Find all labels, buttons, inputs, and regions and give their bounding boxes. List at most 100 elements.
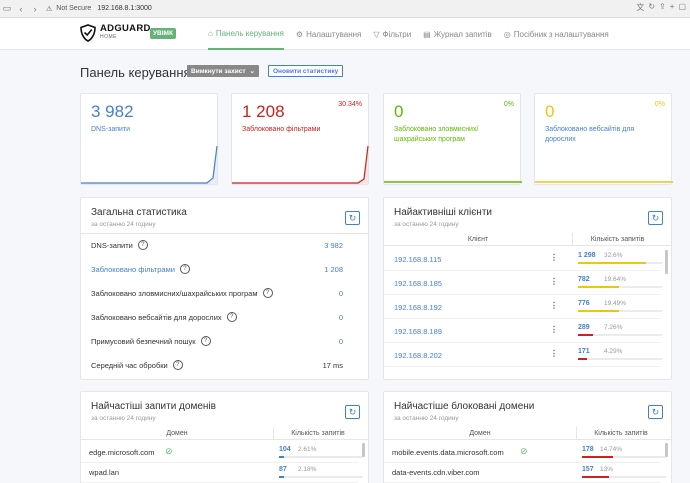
forward-icon[interactable]: › — [33, 3, 37, 14]
table-row: mobile.events.data.microsoft.com ⊘ 178 1… — [384, 443, 666, 463]
stat-value: 0 — [394, 102, 404, 121]
warning-icon: ⚠ — [46, 5, 53, 13]
sparkline-chart — [535, 181, 673, 183]
panel-subtitle: за останню 24 годину — [394, 415, 459, 422]
top-blocked-domains-panel: Найчастіше блоковані домени за останню 2… — [383, 391, 672, 483]
scrollbar[interactable] — [665, 250, 668, 274]
progress-bar — [578, 262, 647, 264]
request-count: 87 — [279, 466, 287, 473]
column-header-domain[interactable]: Домен — [166, 430, 188, 437]
table-row: 192.168.8.202 ⋮ 171 4.29% — [384, 343, 662, 367]
stat-row: Заблоковано зловмисних/шахрайських прогр… — [91, 281, 358, 305]
page-title: Панель керування — [80, 65, 191, 80]
sparkline-chart — [81, 145, 218, 184]
sidebar-toggle-icon[interactable]: ▭ — [2, 3, 12, 13]
client-ip-link[interactable]: 192.168.8.189 — [394, 327, 442, 336]
request-count: 171 — [578, 348, 590, 355]
domain-name: mobile.events.data.microsoft.com — [392, 448, 504, 457]
tab-filters-label: Фільтри — [382, 29, 412, 39]
column-header-count[interactable]: Кількість запитів — [594, 430, 648, 437]
tab-query-log[interactable]: ▤ Журнал запитів — [423, 18, 492, 50]
logo[interactable]: ADGUARD HOME — [80, 24, 151, 42]
general-stats-panel: Загальна статистика за останню 24 годину… — [80, 197, 369, 380]
add-tab-icon[interactable]: + — [669, 2, 675, 11]
browser-toolbar: 文 ↻ ⇪ + ▢ — [636, 2, 686, 13]
help-icon[interactable]: ? — [137, 240, 148, 250]
progress-bar — [578, 334, 594, 336]
url-text: 192.168.8.1:3000 — [97, 5, 152, 12]
client-ip-link[interactable]: 192.168.8.115 — [394, 255, 442, 264]
request-percent: 19.49% — [604, 300, 627, 307]
column-header-count[interactable]: Кількість запитів — [291, 430, 345, 437]
divider — [81, 233, 368, 234]
help-icon[interactable]: ? — [226, 312, 237, 322]
client-ip-link[interactable]: 192.168.8.202 — [394, 351, 442, 360]
browser-bar: ▭ ‹ › ⚠ Not Secure 192.168.8.1:3000 文 ↻ … — [0, 0, 690, 18]
tabs-overview-icon[interactable]: ▢ — [678, 2, 686, 11]
refresh-button[interactable]: ↻ — [345, 405, 360, 419]
refresh-icon[interactable]: ↻ — [648, 2, 656, 11]
column-header-client[interactable]: Клієнт — [467, 236, 489, 243]
request-percent: 7.26% — [604, 324, 623, 331]
table-row: 192.168.8.185 ⋮ 782 19.64% — [384, 271, 662, 295]
help-icon[interactable]: ? — [200, 336, 211, 346]
stat-percent: 0% — [654, 101, 665, 108]
back-icon[interactable]: ‹ — [19, 3, 23, 14]
stat-row-value: 0 — [338, 288, 343, 298]
stat-row-label[interactable]: Заблоковано фільтрами — [91, 264, 175, 274]
request-percent: 2.61% — [298, 446, 317, 453]
refresh-button[interactable]: ↻ — [648, 211, 663, 225]
stat-row-value: 0 — [338, 336, 343, 346]
more-options-icon[interactable]: ⋮ — [550, 253, 558, 262]
hide-eye-icon[interactable]: ⊘ — [520, 446, 528, 456]
more-options-icon[interactable]: ⋮ — [550, 349, 558, 358]
translate-icon[interactable]: 文 — [636, 3, 645, 12]
stat-row-value: 0 — [338, 312, 343, 322]
gear-icon: ⚙ — [295, 29, 304, 39]
refresh-button[interactable]: ↻ — [345, 211, 360, 225]
more-options-icon[interactable]: ⋮ — [550, 277, 558, 286]
stat-row: Заблоковано вебсайтів для дорослих ? 0 — [91, 305, 358, 329]
tab-setup-guide[interactable]: ◎ Посібник з налаштування — [504, 18, 609, 50]
tab-dashboard[interactable]: ⌂ Панель керування — [208, 18, 284, 50]
panel-subtitle: за останню 24 годину — [394, 221, 459, 228]
client-ip-link[interactable]: 192.168.8.192 — [394, 303, 442, 312]
progress-track — [578, 310, 662, 312]
progress-track — [582, 456, 666, 458]
progress-bar — [279, 456, 285, 458]
help-icon[interactable]: ? — [262, 288, 273, 298]
help-icon[interactable]: ? — [179, 264, 190, 274]
refresh-stats-button[interactable]: Оновити статистику — [268, 65, 344, 77]
stat-row-label: Примусовий безпечний пошук — [91, 336, 196, 346]
address-bar[interactable]: ⚠ Not Secure 192.168.8.1:3000 — [46, 2, 152, 15]
progress-bar — [279, 476, 284, 478]
stat-row-value: 3 982 — [324, 240, 343, 250]
sparkline-chart — [384, 181, 522, 183]
more-options-icon[interactable]: ⋮ — [550, 301, 558, 310]
stat-row-label: Середній час обробки — [91, 360, 168, 370]
progress-track — [279, 476, 363, 478]
column-separator — [576, 427, 577, 440]
table-row: data-events.cdn.viber.com 157 13% — [384, 463, 666, 483]
request-percent: 19.64% — [604, 276, 627, 283]
more-options-icon[interactable]: ⋮ — [550, 325, 558, 334]
share-icon[interactable]: ⇪ — [659, 2, 666, 11]
progress-bar — [582, 456, 613, 458]
domain-name: wpad.lan — [89, 468, 120, 477]
stat-card-dns-queries: 3 982 DNS-запити — [80, 93, 218, 185]
sparkline-chart — [232, 145, 369, 184]
tab-settings[interactable]: ⚙ Налаштування — [296, 18, 361, 50]
progress-track — [578, 286, 662, 288]
refresh-button[interactable]: ↻ — [648, 405, 663, 419]
client-ip-link[interactable]: 192.168.8.185 — [394, 279, 442, 288]
scrollbar[interactable] — [362, 443, 365, 457]
column-header-count[interactable]: Кількість запитів — [590, 236, 645, 243]
scrollbar[interactable] — [665, 443, 668, 457]
stat-row: Примусовий безпечний пошук ? 0 — [91, 329, 358, 353]
help-icon[interactable]: ? — [172, 360, 183, 370]
hide-eye-icon[interactable]: ⊘ — [165, 446, 173, 456]
tab-filters[interactable]: ▽ Фільтри — [373, 18, 411, 50]
disable-protection-button[interactable]: Вимкнути захист ⌄ — [187, 65, 259, 77]
column-header-domain[interactable]: Домен — [469, 430, 491, 437]
stat-label: Заблоковано фільтрами — [242, 126, 321, 133]
